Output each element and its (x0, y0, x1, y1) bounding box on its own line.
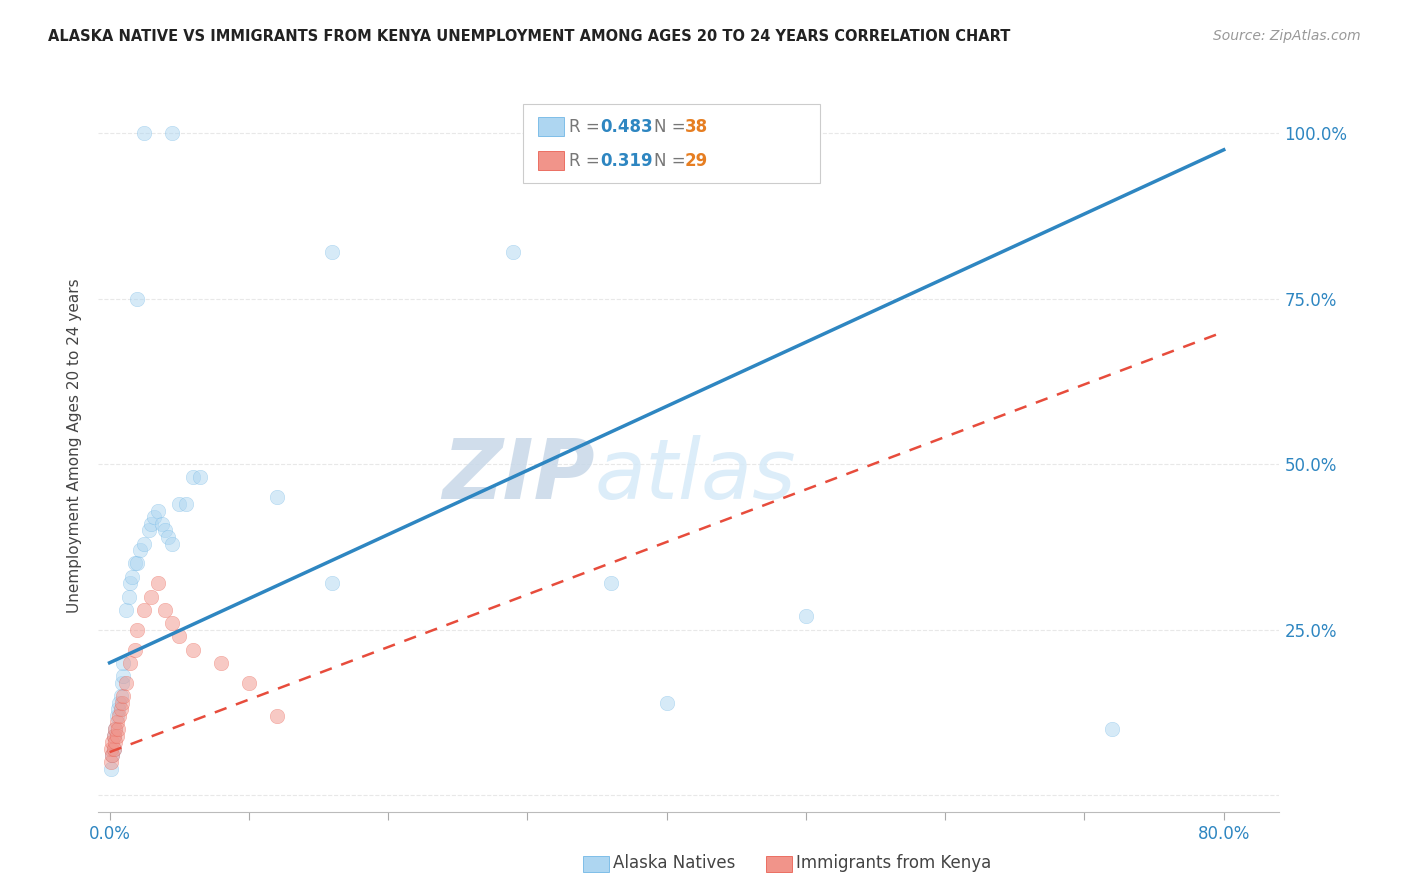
Point (238, 675, 260, 690)
Text: R =: R = (569, 152, 606, 169)
Point (155, 524, 177, 538)
Point (121, 570, 143, 584)
Point (141, 590, 163, 604)
Text: atlas: atlas (595, 434, 796, 516)
Point (110, 689, 132, 703)
Point (152, 516, 174, 531)
Point (112, 689, 135, 703)
Point (209, 656, 232, 670)
Text: N =: N = (654, 118, 690, 136)
Point (105, 729, 128, 743)
Point (162, 616, 184, 631)
Point (143, 510, 166, 524)
Point (127, 557, 149, 571)
Point (120, 576, 142, 591)
Point (134, 126, 156, 140)
Point (103, 729, 125, 743)
Point (103, 742, 125, 756)
Point (104, 722, 127, 736)
Point (127, 623, 149, 637)
Point (103, 742, 125, 756)
Text: N =: N = (654, 152, 690, 169)
Text: ZIP: ZIP (441, 434, 595, 516)
Point (321, 245, 343, 260)
Point (104, 735, 127, 749)
Point (100, 755, 122, 769)
Point (105, 715, 128, 730)
Point (148, 576, 170, 591)
Y-axis label: Unemployment Among Ages 20 to 24 years: Unemployment Among Ages 20 to 24 years (67, 278, 83, 614)
Text: 29: 29 (685, 152, 709, 169)
Point (155, 603, 177, 617)
Point (167, 629, 190, 643)
Point (111, 675, 134, 690)
Point (101, 748, 124, 763)
Text: 0.483: 0.483 (600, 118, 652, 136)
Point (120, 656, 142, 670)
Point (100, 742, 122, 756)
Point (794, 609, 817, 624)
Text: Immigrants from Kenya: Immigrants from Kenya (796, 855, 991, 872)
Text: R =: R = (569, 118, 606, 136)
Point (103, 729, 125, 743)
Point (118, 590, 141, 604)
Text: Source: ZipAtlas.com: Source: ZipAtlas.com (1213, 29, 1361, 43)
Text: 38: 38 (685, 118, 707, 136)
Point (167, 497, 190, 511)
Point (134, 536, 156, 550)
Point (502, 245, 524, 260)
Point (134, 603, 156, 617)
Point (157, 530, 180, 544)
Point (115, 603, 138, 617)
Point (188, 470, 211, 484)
Point (108, 708, 131, 723)
Text: ALASKA NATIVE VS IMMIGRANTS FROM KENYA UNEMPLOYMENT AMONG AGES 20 TO 24 YEARS CO: ALASKA NATIVE VS IMMIGRANTS FROM KENYA U… (48, 29, 1010, 44)
Point (112, 669, 135, 683)
Point (100, 762, 122, 776)
Point (115, 675, 138, 690)
Point (124, 557, 146, 571)
Point (600, 576, 623, 591)
Point (321, 576, 343, 591)
Point (655, 696, 678, 710)
Point (162, 126, 184, 140)
Point (111, 696, 134, 710)
Point (112, 656, 135, 670)
Point (110, 702, 132, 716)
Point (127, 292, 149, 306)
Point (141, 516, 163, 531)
Point (101, 748, 124, 763)
Text: Alaska Natives: Alaska Natives (613, 855, 735, 872)
Point (129, 543, 152, 558)
Point (181, 642, 204, 657)
Point (101, 735, 124, 749)
Point (124, 642, 146, 657)
Point (174, 497, 197, 511)
Text: 0.319: 0.319 (600, 152, 652, 169)
Point (138, 524, 160, 538)
Point (107, 722, 129, 736)
Point (105, 708, 128, 723)
Point (104, 722, 127, 736)
Point (266, 708, 288, 723)
Point (1101, 722, 1123, 736)
Point (181, 470, 204, 484)
Point (162, 536, 184, 550)
Point (108, 696, 131, 710)
Point (107, 702, 129, 716)
Point (148, 503, 170, 517)
Point (266, 491, 288, 505)
